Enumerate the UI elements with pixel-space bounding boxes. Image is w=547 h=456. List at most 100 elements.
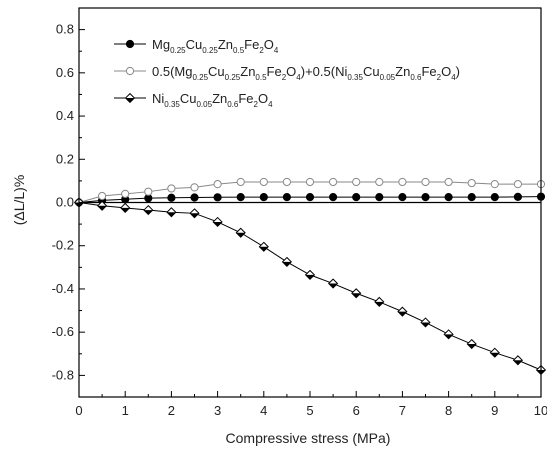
legend-text: Fe — [244, 37, 259, 52]
series-2-point — [236, 177, 245, 187]
x-tick-label: 0 — [75, 403, 82, 418]
x-axis-label: Compressive stress (MPa) — [226, 430, 391, 446]
series-2-point — [282, 177, 291, 187]
legend-marker-3 — [124, 92, 136, 104]
legend-subscript: 0.05 — [196, 100, 212, 109]
legend-text: Zn — [240, 64, 255, 79]
legend-text: Ni — [152, 91, 164, 106]
series-3-point — [327, 278, 339, 289]
series-3-point-fill — [97, 205, 107, 211]
legend-text: Fe — [238, 91, 253, 106]
series-1-point — [282, 192, 291, 202]
series-3-point-fill — [351, 293, 361, 298]
x-tick-label: 5 — [306, 403, 313, 418]
legend-text: 0.5(Mg — [152, 64, 192, 79]
x-tick-label: 4 — [260, 403, 267, 418]
y-tick-label: -0.4 — [52, 281, 74, 296]
legend-subscript: 4 — [268, 100, 273, 109]
series-3-point — [397, 306, 408, 317]
legend-subscript: 0.25 — [170, 46, 186, 55]
series-2-point — [421, 177, 430, 187]
series-1-point — [329, 192, 338, 202]
legend-subscript: 2 — [282, 73, 287, 82]
legend-subscript: 4 — [274, 46, 279, 55]
legend-marker-3-fill — [125, 98, 135, 103]
series-3-point-fill — [143, 210, 153, 215]
legend-text: Cu — [186, 37, 203, 52]
legend-marker-1 — [125, 39, 135, 49]
legend-marker-2 — [125, 66, 135, 76]
legend-text: Cu — [208, 64, 225, 79]
series-3-point — [351, 288, 362, 299]
legend-subscript: 0.5 — [255, 73, 267, 82]
series-1-point — [305, 192, 315, 202]
legend-subscript: 0.5 — [233, 46, 245, 55]
series-1-point — [167, 193, 176, 202]
series-3-point-fill — [398, 311, 407, 317]
series-2-point — [305, 177, 315, 187]
legend-text: Cu — [363, 64, 380, 79]
series-2-point — [213, 180, 222, 189]
series-3-point — [420, 317, 431, 328]
y-tick-label: 0.8 — [56, 22, 74, 37]
series-2-point — [375, 177, 384, 187]
x-tick-label: 1 — [122, 403, 129, 418]
legend-subscript: 2 — [437, 73, 442, 82]
series-3-point — [212, 216, 223, 228]
legend-subscript: 0.25 — [192, 73, 208, 82]
series-3-point-fill — [282, 261, 292, 267]
legend-text: O — [264, 37, 274, 52]
series-3-point — [512, 355, 524, 366]
series-2-point — [259, 177, 268, 187]
legend-label-3: Ni0.35Cu0.05Zn0.6Fe2O4 — [152, 91, 273, 109]
series-3-point — [235, 227, 246, 238]
series-3-point — [489, 347, 500, 358]
legend-label-1: Mg0.25Cu0.25Zn0.5Fe2O4 — [152, 37, 279, 55]
series-3-point — [281, 256, 293, 268]
series-3-point-fill — [328, 283, 338, 288]
legend-text: O — [258, 91, 268, 106]
series-2-point — [467, 178, 476, 188]
x-tick-label: 6 — [353, 403, 360, 418]
series-3-point — [189, 208, 200, 219]
series-3-point — [443, 329, 454, 340]
legend-subscript: 4 — [296, 73, 301, 82]
legend-subscript: 2 — [259, 46, 264, 55]
series-1-point — [513, 192, 523, 201]
legend-subscript: 0.6 — [410, 73, 422, 82]
series-3-point — [374, 296, 385, 308]
y-axis-label: (ΔL/L)% — [11, 175, 27, 226]
series-2-point — [190, 183, 199, 192]
series-1-point — [352, 192, 361, 202]
series-3-point — [96, 200, 108, 211]
series-2-point — [513, 180, 523, 189]
series-3-point-fill — [490, 352, 500, 358]
series-3-point — [166, 207, 177, 218]
y-tick-label: -0.6 — [52, 324, 74, 339]
legend-subscript: 0.35 — [347, 73, 363, 82]
series-3-point-fill — [467, 344, 477, 349]
series-1-point — [421, 192, 430, 202]
legend-subscript: 0.05 — [380, 73, 396, 82]
legend-text: Fe — [267, 64, 282, 79]
series-1-point — [259, 192, 268, 202]
series-3-point-fill — [120, 207, 130, 213]
series-3-point-fill — [305, 274, 315, 280]
series-3-point-fill — [236, 232, 246, 238]
legend-text: O — [441, 64, 451, 79]
legend-text: Zn — [212, 91, 227, 106]
series-1-point — [213, 193, 222, 202]
x-tick-label: 8 — [445, 403, 452, 418]
legend-text: )+0.5(Ni — [301, 64, 348, 79]
legend-text: Cu — [180, 91, 197, 106]
series-3-point — [120, 202, 131, 214]
series-2-point — [121, 189, 130, 198]
x-tick-label: 2 — [168, 403, 175, 418]
series-1-point — [490, 192, 499, 202]
legend-text: ) — [456, 64, 460, 79]
y-tick-label: 0.6 — [56, 65, 74, 80]
axes-layer: 0 1 2 3 4 5 6 7 8 9 10 0.8 0.6 0.4 0.2 0.0 -0.2 -0.4 -0.6 -… — [52, 7, 547, 418]
series-1-point — [444, 192, 453, 202]
